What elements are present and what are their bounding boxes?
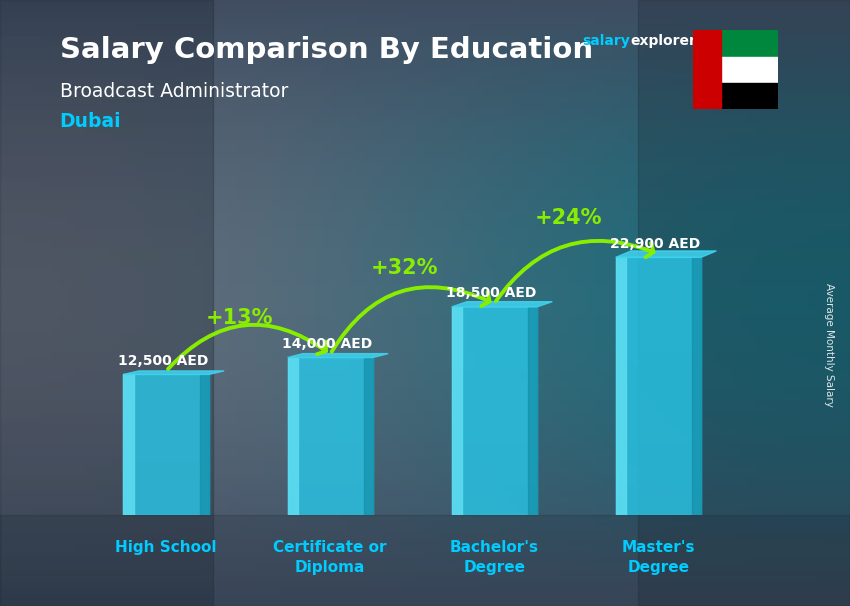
Text: salary: salary — [582, 34, 630, 48]
Bar — [201, 375, 209, 515]
Bar — [693, 258, 701, 515]
Text: Salary Comparison By Education: Salary Comparison By Education — [60, 36, 592, 64]
Text: 12,500 AED: 12,500 AED — [117, 354, 208, 368]
Text: Certificate or
Diploma: Certificate or Diploma — [274, 540, 387, 574]
Bar — [451, 307, 537, 515]
Bar — [693, 30, 721, 109]
Bar — [0, 515, 850, 606]
Bar — [365, 358, 373, 515]
Bar — [615, 258, 626, 515]
Text: .com: .com — [699, 34, 736, 48]
Text: Broadcast Administrator: Broadcast Administrator — [60, 82, 288, 101]
Bar — [451, 307, 462, 515]
Bar — [615, 258, 701, 515]
Text: 22,900 AED: 22,900 AED — [610, 236, 700, 251]
Text: explorer: explorer — [631, 34, 697, 48]
Text: Bachelor's
Degree: Bachelor's Degree — [450, 540, 539, 574]
Bar — [287, 358, 373, 515]
Polygon shape — [615, 251, 717, 258]
Polygon shape — [287, 354, 388, 358]
Bar — [693, 30, 778, 56]
Polygon shape — [123, 371, 224, 375]
Bar — [123, 375, 133, 515]
Text: 18,500 AED: 18,500 AED — [445, 286, 536, 300]
Text: High School: High School — [116, 540, 217, 555]
Text: +24%: +24% — [535, 208, 602, 228]
Bar — [529, 307, 537, 515]
Text: 14,000 AED: 14,000 AED — [282, 337, 372, 351]
Bar — [0, 0, 212, 606]
Text: +13%: +13% — [207, 308, 274, 328]
Bar — [287, 358, 298, 515]
Text: Dubai: Dubai — [60, 112, 121, 131]
Polygon shape — [451, 302, 552, 307]
Bar — [123, 375, 209, 515]
Bar — [693, 83, 778, 109]
Text: Average Monthly Salary: Average Monthly Salary — [824, 284, 834, 407]
Bar — [638, 0, 850, 606]
Text: Master's
Degree: Master's Degree — [621, 540, 695, 574]
Text: +32%: +32% — [371, 258, 438, 278]
Bar — [693, 56, 778, 83]
